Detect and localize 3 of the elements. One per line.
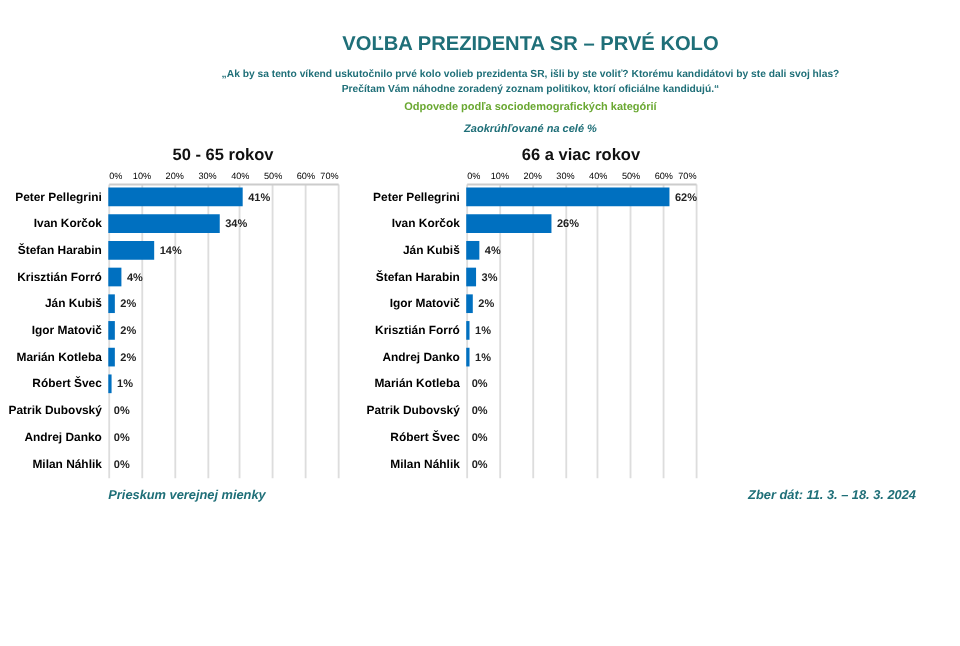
text: VOĽBA PREZIDENTA SR – PRVÉ KOLO [342, 31, 719, 56]
chart-title: 66 a viac rokov [521, 145, 641, 164]
chart-title: 50 - 65 rokov [172, 145, 275, 164]
